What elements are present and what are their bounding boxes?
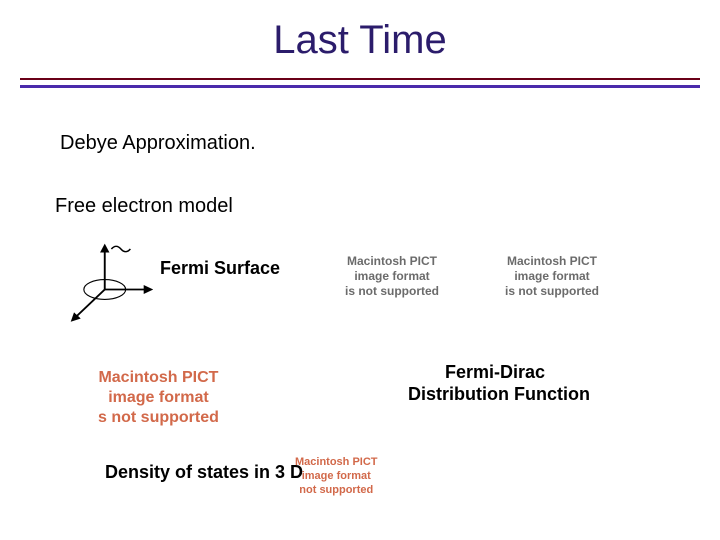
pict-placeholder-3: Macintosh PICT image format s not suppor… (98, 368, 219, 428)
text-density-of-states: Density of states in 3 D (105, 462, 303, 483)
text-fermi-surface: Fermi Surface (160, 258, 280, 279)
slide-title: Last Time (0, 18, 720, 63)
title-underline (20, 78, 700, 88)
text-fermi-dirac-1: Fermi-Dirac (445, 362, 545, 383)
text-debye: Debye Approximation. (60, 132, 256, 155)
slide: Last Time Debye Approximation. Free elec… (0, 0, 720, 540)
text-fermi-dirac-2: Distribution Function (408, 384, 590, 405)
pict-placeholder-1: Macintosh PICT image format is not suppo… (345, 254, 439, 299)
pict-placeholder-2: Macintosh PICT image format is not suppo… (505, 254, 599, 299)
text-free-electron: Free electron model (55, 195, 233, 218)
fermi-surface-axes-icon (62, 240, 157, 330)
pict-placeholder-4: Macintosh PICT image format not supporte… (295, 456, 378, 497)
